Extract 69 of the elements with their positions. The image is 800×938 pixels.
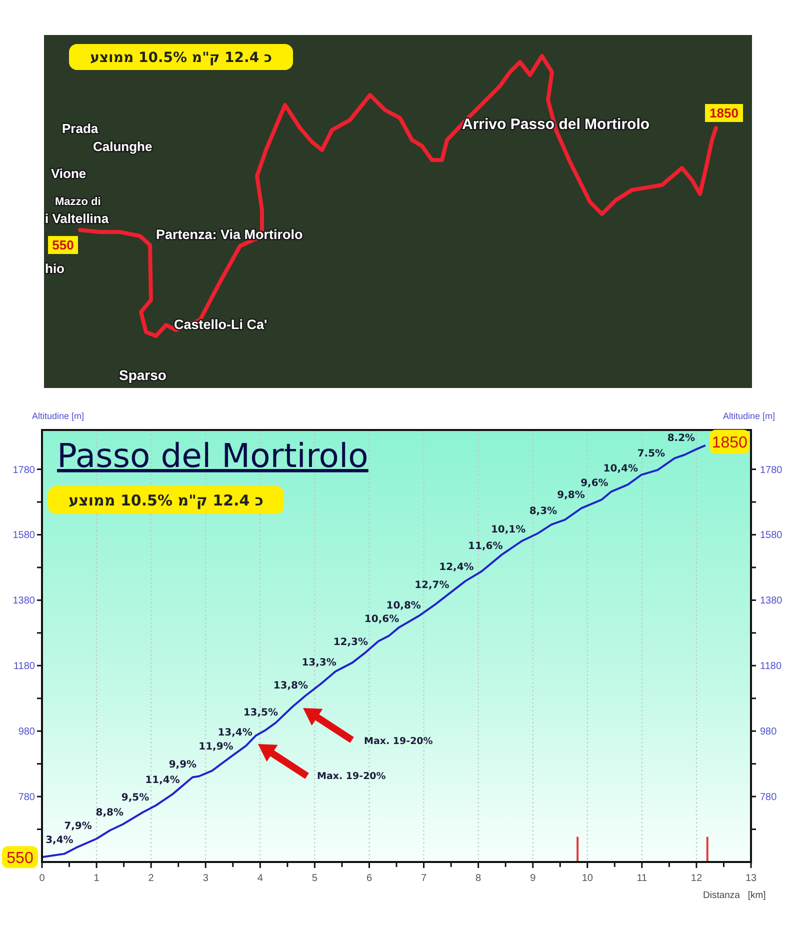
y2-tick-label: 1580 bbox=[760, 530, 783, 542]
x-tick-label: 11 bbox=[636, 873, 648, 884]
annotation: Max. 19-20% bbox=[364, 736, 434, 747]
annotation: 13,5% bbox=[243, 707, 278, 718]
annotation: 12,4% bbox=[439, 562, 474, 573]
text: Prada bbox=[62, 121, 99, 136]
text: כ 12.4 ק"מ 10.5% ממוצע bbox=[90, 50, 272, 66]
x-tick-label: 9 bbox=[530, 873, 536, 884]
x-tick-label: 7 bbox=[420, 873, 427, 884]
annotation: 3,4% bbox=[46, 834, 74, 846]
y-tick-label: 1380 bbox=[12, 596, 36, 607]
annotation: Max. 19-20% bbox=[317, 771, 386, 782]
annotation: 10,8% bbox=[386, 600, 421, 612]
chart-title: Passo del Mortirolo bbox=[57, 436, 368, 475]
text: i Valtellina bbox=[45, 211, 110, 226]
annotation: 13,3% bbox=[302, 658, 336, 669]
x-tick-label: 4 bbox=[257, 873, 264, 884]
x-tick-label: 13 bbox=[745, 873, 757, 884]
annotation: 8.2% bbox=[667, 433, 696, 444]
text: Mazzo di bbox=[55, 196, 101, 208]
annotation: 9,8% bbox=[557, 490, 585, 502]
text: Calunghe bbox=[93, 139, 152, 154]
x-tick-label: 2 bbox=[148, 873, 154, 884]
x-tick-label: 3 bbox=[202, 873, 209, 884]
annotation: 7.5% bbox=[637, 448, 666, 460]
annotation: 12,7% bbox=[414, 580, 450, 592]
annotation: 11,4% bbox=[145, 775, 180, 786]
y-axis-title: Altitudine [m] bbox=[32, 411, 84, 421]
text: 550 bbox=[52, 238, 74, 253]
y2-tick-label: 1180 bbox=[760, 661, 782, 672]
y2-tick-label: 1380 bbox=[760, 596, 783, 607]
annotation: 1850 bbox=[712, 434, 748, 452]
annotation: 12,3% bbox=[333, 637, 368, 648]
x-tick-label: 8 bbox=[476, 873, 482, 884]
x-tick-label: 5 bbox=[312, 873, 318, 884]
text: 1850 bbox=[710, 106, 738, 121]
annotation: 550 bbox=[6, 850, 34, 867]
y-tick-label: 1180 bbox=[13, 661, 36, 672]
annotation: 9,5% bbox=[121, 792, 150, 804]
x-tick-label: 12 bbox=[690, 873, 702, 884]
annotation: 10,6% bbox=[364, 614, 400, 626]
x-tick-label: 1 bbox=[94, 873, 100, 884]
annotation: 10,4% bbox=[603, 464, 638, 475]
y2-tick-label: 1780 bbox=[760, 464, 783, 476]
x-tick-label: 10 bbox=[582, 873, 594, 884]
text: hio bbox=[45, 261, 65, 276]
text: Vione bbox=[51, 166, 86, 181]
annotation: 10,1% bbox=[490, 524, 526, 536]
text: Sparso bbox=[119, 367, 166, 383]
annotation: 8,3% bbox=[529, 506, 558, 517]
annotation: 13,4% bbox=[218, 727, 252, 738]
annotation: 9,9% bbox=[168, 760, 197, 771]
x-axis-title: Distanza [km] bbox=[703, 890, 766, 901]
y2-tick-label: 980 bbox=[760, 726, 778, 738]
annotation: כ 12.4 ק"מ 10.5% ממוצע bbox=[68, 491, 264, 510]
y-tick-label: 780 bbox=[18, 792, 36, 804]
annotation: 9,6% bbox=[580, 478, 608, 490]
annotation: 11,6% bbox=[468, 540, 503, 552]
y-tick-label: 1780 bbox=[12, 464, 36, 476]
annotation: 11,9% bbox=[198, 742, 234, 753]
x-tick-label: 0 bbox=[39, 873, 46, 884]
y2-tick-label: 780 bbox=[760, 792, 778, 804]
annotation: 7,9% bbox=[64, 821, 92, 832]
y-tick-label: 980 bbox=[18, 726, 36, 738]
x-tick-label: 6 bbox=[366, 873, 372, 884]
annotation: 13,8% bbox=[273, 680, 308, 692]
y2-axis-title: Altitudine [m] bbox=[723, 411, 776, 421]
y-tick-label: 1580 bbox=[12, 530, 36, 542]
annotation: 8,8% bbox=[96, 808, 124, 819]
